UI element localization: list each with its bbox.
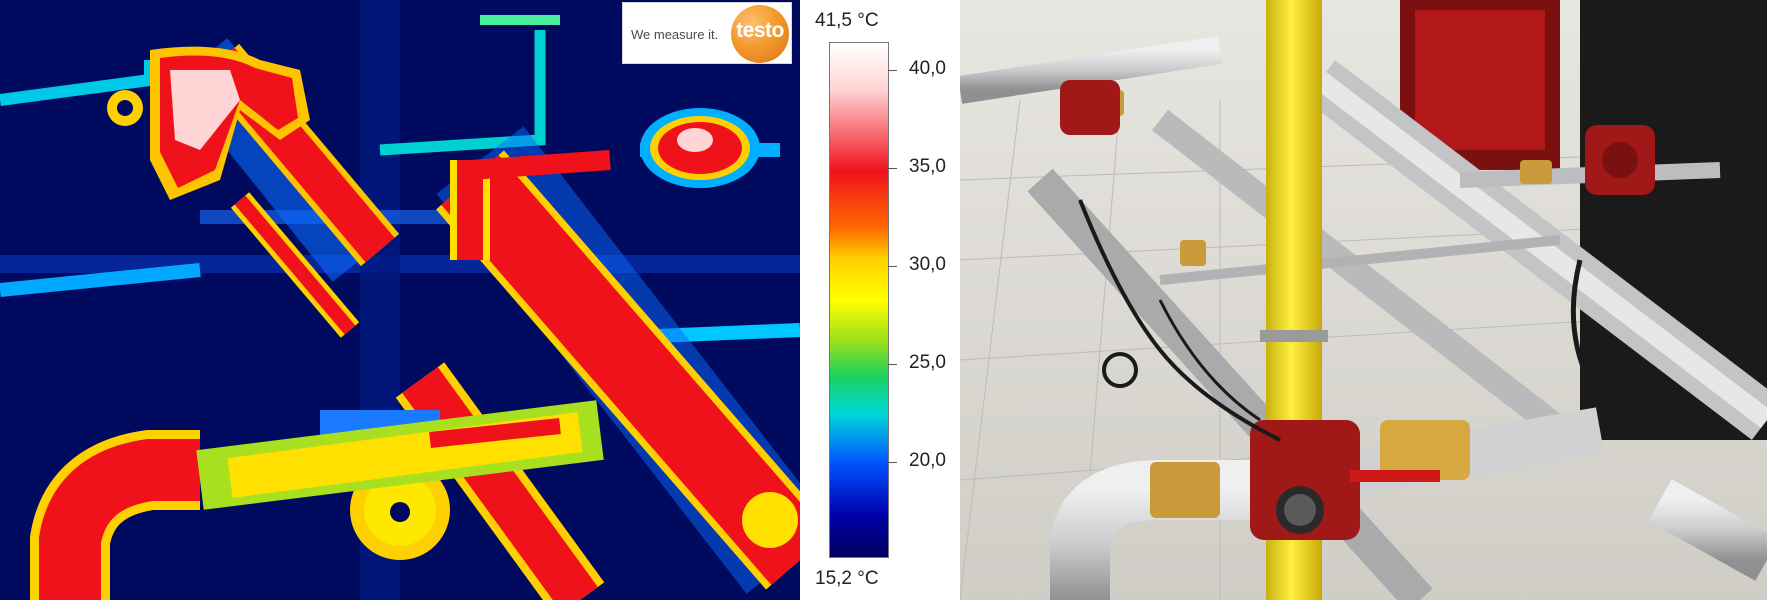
testo-logo: We measure it. testo [622,2,792,64]
logo-tagline: We measure it. [631,27,719,42]
visual-photo [960,0,1767,600]
visual-photo-canvas [960,0,1767,600]
scale-tick [888,266,897,267]
scale-tick [888,70,897,71]
scale-tick-label: 35,0 [909,156,946,177]
scale-tick-label: 25,0 [909,352,946,373]
scale-tick [888,462,897,463]
logo-ball-icon [731,5,789,63]
logo-brand: testo [736,19,784,42]
thermal-image: We measure it. testo [0,0,800,600]
scale-max-label: 41,5 °C [815,10,879,31]
thermal-image-canvas [0,0,800,600]
color-scale-bar [829,42,889,558]
scale-tick-label: 20,0 [909,450,946,471]
scale-tick-label: 30,0 [909,254,946,275]
scale-tick [888,168,897,169]
scale-min-label: 15,2 °C [815,568,879,589]
scale-tick-label: 40,0 [909,58,946,79]
scale-tick [888,364,897,365]
